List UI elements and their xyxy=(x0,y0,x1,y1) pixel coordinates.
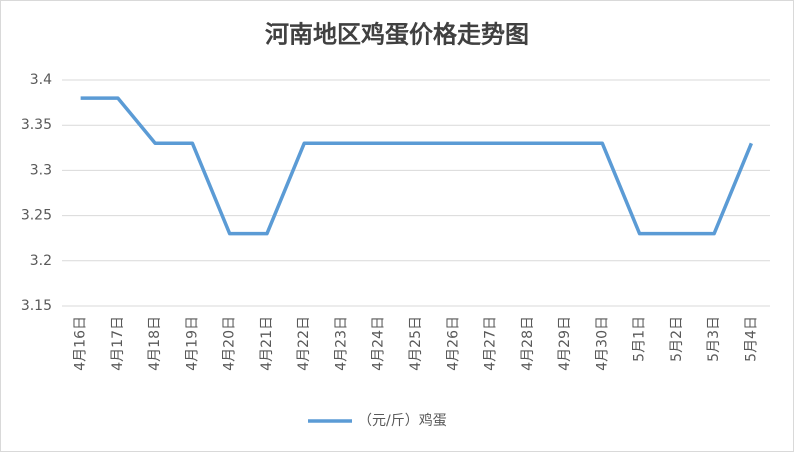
y-tick-label: 3.3 xyxy=(30,162,52,178)
y-tick-label: 3.4 xyxy=(30,72,52,88)
x-tick-label: 5月2日 xyxy=(669,316,685,362)
chart-title: 河南地区鸡蛋价格走势图 xyxy=(265,20,529,49)
y-tick-label: 3.35 xyxy=(21,117,52,133)
data-line xyxy=(80,96,753,236)
x-tick-label: 4月30日 xyxy=(594,316,610,371)
x-tick-label: 4月21日 xyxy=(259,316,275,371)
x-tick-label: 5月1日 xyxy=(632,316,648,362)
x-tick-label: 4月23日 xyxy=(333,316,349,371)
x-tick-label: 5月4日 xyxy=(743,316,759,362)
x-tick-label: 4月27日 xyxy=(483,316,499,371)
legend-label: （元/斤）鸡蛋 xyxy=(358,412,447,429)
x-tick-label: 4月28日 xyxy=(520,316,536,371)
x-tick-label: 4月22日 xyxy=(296,316,312,371)
y-tick-label: 3.25 xyxy=(21,208,52,224)
x-tick-label: 4月24日 xyxy=(371,316,387,371)
x-tick-label: 4月25日 xyxy=(408,316,424,371)
x-tick-label: 4月26日 xyxy=(445,316,461,371)
x-tick-label: 4月17日 xyxy=(110,316,126,371)
y-tick-label: 3.15 xyxy=(21,298,52,314)
y-tick-label: 3.2 xyxy=(30,253,52,269)
x-tick-label: 4月18日 xyxy=(147,316,163,371)
x-tick-label: 5月3日 xyxy=(706,316,722,362)
x-tick-label: 4月16日 xyxy=(73,316,89,371)
x-tick-label: 4月29日 xyxy=(557,316,573,371)
x-tick-label: 4月20日 xyxy=(222,316,238,371)
x-tick-label: 4月19日 xyxy=(184,316,200,371)
